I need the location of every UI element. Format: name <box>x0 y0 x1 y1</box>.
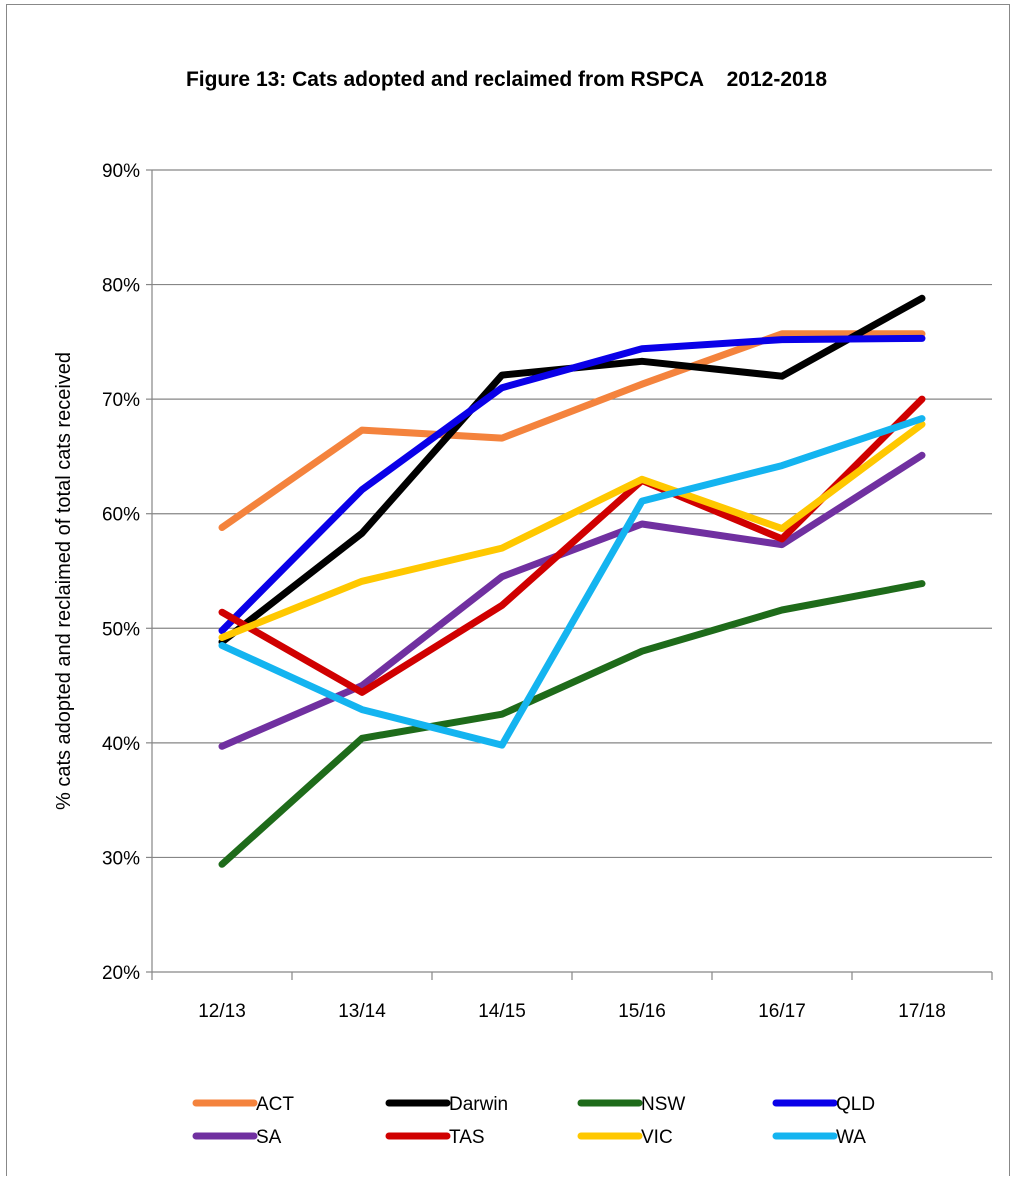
axes <box>146 169 993 980</box>
y-tick-label: 20% <box>102 963 140 984</box>
series-line-nsw <box>218 580 926 868</box>
chart-title: Figure 13: Cats adopted and reclaimed fr… <box>185 68 828 91</box>
series-line-tas <box>218 395 926 696</box>
series-line-darwin <box>218 294 926 646</box>
series-line-act <box>218 330 926 531</box>
legend-label-wa: WA <box>836 1127 866 1148</box>
y-tick-label: 50% <box>102 619 140 640</box>
x-tick-label: 15/16 <box>618 1001 666 1022</box>
y-tick-labels: 20% 30% 40% 50% 60% 70% 80% 90% <box>102 161 140 984</box>
x-tick-label: 17/18 <box>898 1001 946 1022</box>
legend-label-sa: SA <box>256 1127 282 1148</box>
y-tick-label: 60% <box>102 505 140 526</box>
legend-label-qld: QLD <box>836 1094 875 1115</box>
y-tick-label: 30% <box>102 848 140 869</box>
legend-label-nsw: NSW <box>641 1094 685 1115</box>
series-line-qld <box>218 334 926 635</box>
x-tick-label: 13/14 <box>338 1001 386 1022</box>
series-lines <box>218 294 926 868</box>
series-line-vic <box>218 420 926 641</box>
x-tick-labels: 12/13 13/14 14/15 15/16 16/17 17/18 <box>198 1001 946 1022</box>
y-tick-label: 80% <box>102 276 140 297</box>
x-tick-label: 12/13 <box>198 1001 246 1022</box>
chart-frame <box>6 4 1010 1176</box>
legend-label-tas: TAS <box>449 1127 485 1148</box>
y-tick-label: 40% <box>102 734 140 755</box>
x-tick-label: 14/15 <box>478 1001 526 1022</box>
legend-label-act: ACT <box>256 1094 294 1115</box>
y-tick-label: 70% <box>102 390 140 411</box>
y-tick-label: 90% <box>102 161 140 182</box>
series-line-wa <box>218 415 926 749</box>
legend: ACT Darwin NSW QLD SA TAS VIC WA <box>192 1094 875 1148</box>
y-axis-label: % cats adopted and reclaimed of total ca… <box>53 352 75 810</box>
gridlines <box>152 169 992 859</box>
x-tick-label: 16/17 <box>758 1001 806 1022</box>
legend-label-darwin: Darwin <box>449 1094 508 1115</box>
legend-label-vic: VIC <box>641 1127 673 1148</box>
